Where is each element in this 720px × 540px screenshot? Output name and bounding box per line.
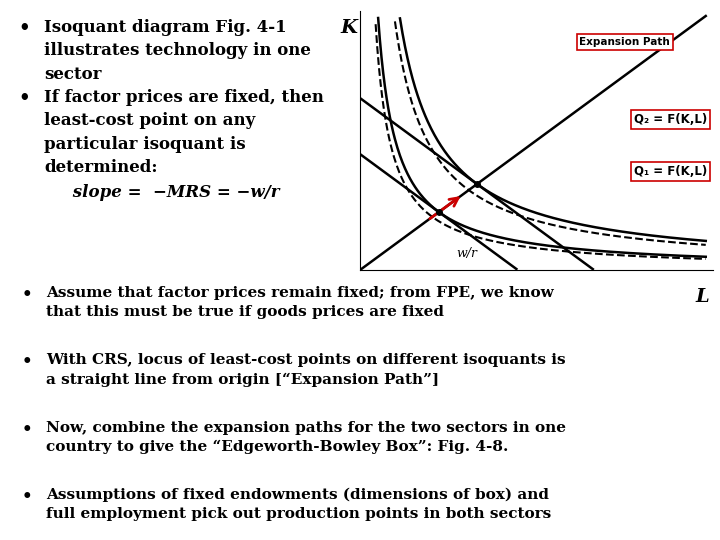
Text: •: • xyxy=(22,353,32,370)
Text: Q₂ = F(K,L): Q₂ = F(K,L) xyxy=(634,113,707,126)
Text: •: • xyxy=(18,89,30,106)
Text: Isoquant diagram Fig. 4-1
illustrates technology in one
sector: Isoquant diagram Fig. 4-1 illustrates te… xyxy=(44,18,311,83)
Text: If factor prices are fixed, then
least-cost point on any
particular isoquant is
: If factor prices are fixed, then least-c… xyxy=(44,89,324,176)
Text: K: K xyxy=(341,18,358,37)
Text: •: • xyxy=(22,286,32,303)
Text: slope =  −MRS = −w/r: slope = −MRS = −w/r xyxy=(44,185,279,201)
Text: Q₁ = F(K,L): Q₁ = F(K,L) xyxy=(634,165,707,178)
Text: •: • xyxy=(22,421,32,437)
Text: •: • xyxy=(18,18,30,37)
Text: w/r: w/r xyxy=(456,247,477,260)
Text: With CRS, locus of least-cost points on different isoquants is
a straight line f: With CRS, locus of least-cost points on … xyxy=(46,353,566,387)
Text: Assumptions of fixed endowments (dimensions of box) and
full employment pick out: Assumptions of fixed endowments (dimensi… xyxy=(46,488,552,521)
Text: •: • xyxy=(22,488,32,505)
Text: Assume that factor prices remain fixed; from FPE, we know
that this must be true: Assume that factor prices remain fixed; … xyxy=(46,286,554,319)
Text: L: L xyxy=(696,288,709,306)
Text: Expansion Path: Expansion Path xyxy=(579,37,670,47)
Text: Now, combine the expansion paths for the two sectors in one
country to give the : Now, combine the expansion paths for the… xyxy=(46,421,566,454)
